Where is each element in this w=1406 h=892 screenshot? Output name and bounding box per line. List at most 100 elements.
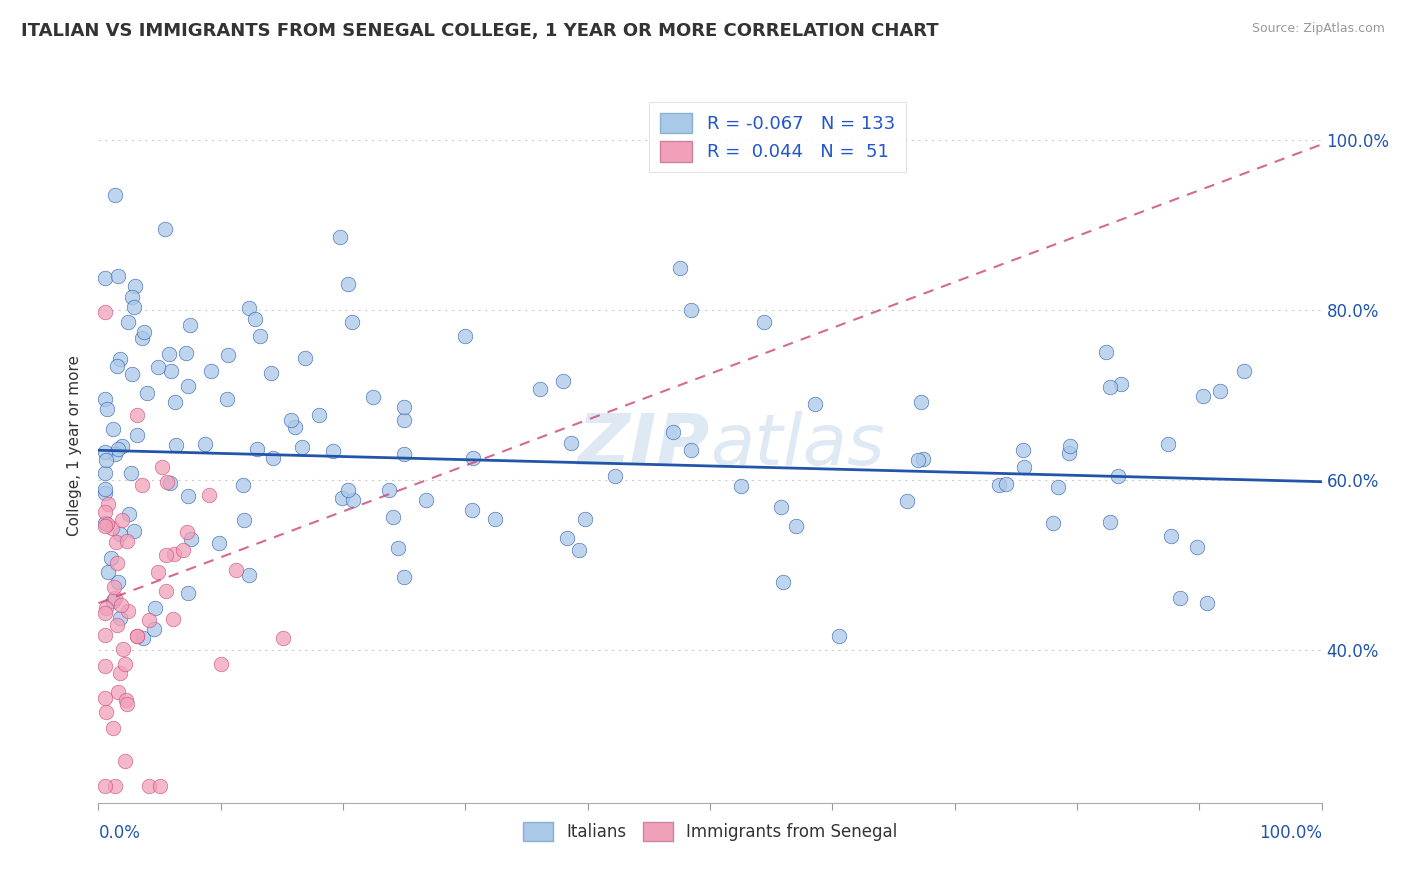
Point	[127, 409, 149, 423]
Point	[336, 483, 359, 497]
Point	[117, 697, 139, 711]
Point	[994, 476, 1017, 491]
Point	[115, 693, 138, 707]
Point	[560, 436, 582, 450]
Point	[1209, 384, 1232, 398]
Point	[110, 352, 132, 367]
Point	[163, 395, 186, 409]
Point	[217, 348, 239, 362]
Point	[155, 221, 177, 235]
Point	[159, 476, 181, 491]
Point	[124, 279, 146, 293]
Point	[1094, 344, 1116, 359]
Point	[155, 584, 177, 599]
Point	[200, 364, 222, 378]
Point	[143, 600, 166, 615]
Point	[177, 586, 200, 600]
Point	[1160, 529, 1182, 543]
Point	[155, 548, 177, 562]
Point	[104, 591, 127, 606]
Point	[387, 541, 409, 555]
Point	[101, 422, 124, 436]
Point	[142, 622, 165, 636]
Point	[785, 518, 807, 533]
Point	[568, 542, 591, 557]
Point	[117, 604, 139, 618]
Point	[378, 483, 401, 497]
Point	[156, 475, 179, 490]
Point	[172, 542, 194, 557]
Point	[148, 565, 170, 579]
Point	[93, 485, 115, 500]
Point	[121, 367, 143, 381]
Point	[96, 402, 118, 417]
Point	[110, 598, 132, 612]
Point	[730, 478, 752, 492]
Point	[93, 445, 115, 459]
Point	[392, 413, 416, 427]
Point	[114, 754, 136, 768]
Point	[96, 600, 118, 615]
Point	[104, 447, 127, 461]
Point	[112, 641, 135, 656]
Point	[138, 779, 160, 793]
Point	[392, 400, 416, 414]
Point	[132, 631, 155, 645]
Point	[1233, 364, 1256, 378]
Point	[108, 611, 131, 625]
Point	[177, 379, 200, 393]
Point	[160, 363, 183, 377]
Point	[138, 613, 160, 627]
Point	[122, 300, 145, 314]
Point	[121, 290, 143, 304]
Point	[162, 612, 184, 626]
Point	[330, 491, 353, 505]
Point	[93, 392, 115, 406]
Point	[529, 382, 551, 396]
Y-axis label: College, 1 year or more: College, 1 year or more	[67, 356, 83, 536]
Point	[392, 447, 416, 461]
Point	[1042, 516, 1064, 530]
Point	[174, 346, 197, 360]
Point	[681, 443, 703, 458]
Point	[337, 277, 360, 292]
Point	[271, 631, 294, 645]
Point	[382, 509, 405, 524]
Point	[120, 467, 142, 481]
Point	[1197, 596, 1219, 610]
Point	[772, 574, 794, 589]
Point	[551, 374, 574, 388]
Point	[125, 629, 148, 643]
Point	[125, 427, 148, 442]
Point	[93, 658, 115, 673]
Point	[911, 452, 934, 467]
Text: ITALIAN VS IMMIGRANTS FROM SENEGAL COLLEGE, 1 YEAR OR MORE CORRELATION CHART: ITALIAN VS IMMIGRANTS FROM SENEGAL COLLE…	[21, 22, 939, 40]
Point	[245, 311, 267, 326]
Point	[291, 440, 314, 454]
Point	[114, 657, 136, 671]
Point	[322, 443, 344, 458]
Point	[238, 301, 260, 316]
Point	[118, 507, 141, 521]
Point	[134, 325, 156, 339]
Point	[103, 594, 125, 608]
Point	[342, 315, 364, 329]
Point	[103, 779, 125, 793]
Point	[100, 551, 122, 566]
Point	[108, 666, 131, 681]
Point	[104, 534, 127, 549]
Point	[111, 513, 134, 527]
Point	[574, 512, 596, 526]
Point	[107, 268, 129, 283]
Point	[1099, 515, 1122, 529]
Point	[392, 570, 416, 584]
Point	[125, 629, 148, 643]
Point	[94, 453, 117, 467]
Point	[1111, 377, 1133, 392]
Point	[754, 315, 776, 329]
Point	[93, 627, 115, 641]
Point	[108, 527, 131, 541]
Point	[217, 392, 239, 407]
Point	[1059, 438, 1081, 452]
Point	[146, 360, 169, 375]
